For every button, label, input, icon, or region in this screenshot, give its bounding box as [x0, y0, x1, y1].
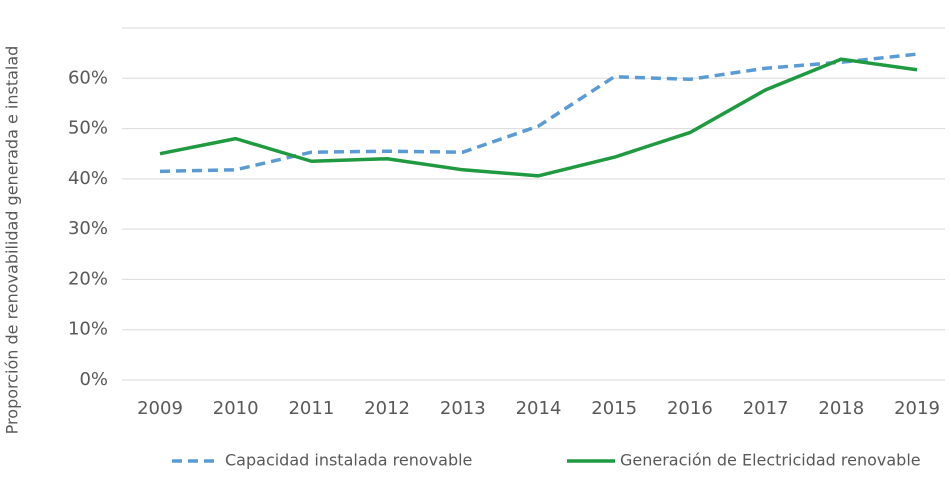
y-axis-title: Proporción de renovabilidad generada e i… [3, 46, 22, 435]
y-tick-label: 20% [68, 268, 108, 289]
x-tick-label: 2016 [667, 398, 713, 419]
series-line [159, 52, 918, 174]
x-tick-label: 2015 [591, 398, 637, 419]
y-tick-label: 50% [68, 118, 108, 139]
y-tick-label: 30% [68, 218, 108, 239]
legend-label: Capacidad instalada renovable [225, 451, 472, 470]
y-tick-label: 0% [79, 369, 108, 390]
legend-label: Generación de Electricidad renovable [620, 451, 921, 470]
y-tick-label: 10% [68, 319, 108, 340]
x-tick-label: 2011 [288, 398, 334, 419]
x-tick-label: 2009 [137, 398, 183, 419]
x-tick-label: 2018 [818, 398, 864, 419]
series-line [159, 57, 918, 178]
y-tick-label: 60% [68, 67, 108, 88]
x-tick-label: 2013 [440, 398, 486, 419]
x-tick-label: 2014 [516, 398, 562, 419]
x-tick-label: 2017 [743, 398, 789, 419]
y-tick-label: 40% [68, 168, 108, 189]
x-tick-label: 2010 [213, 398, 259, 419]
x-tick-label: 2012 [364, 398, 410, 419]
x-tick-label: 2019 [894, 398, 940, 419]
